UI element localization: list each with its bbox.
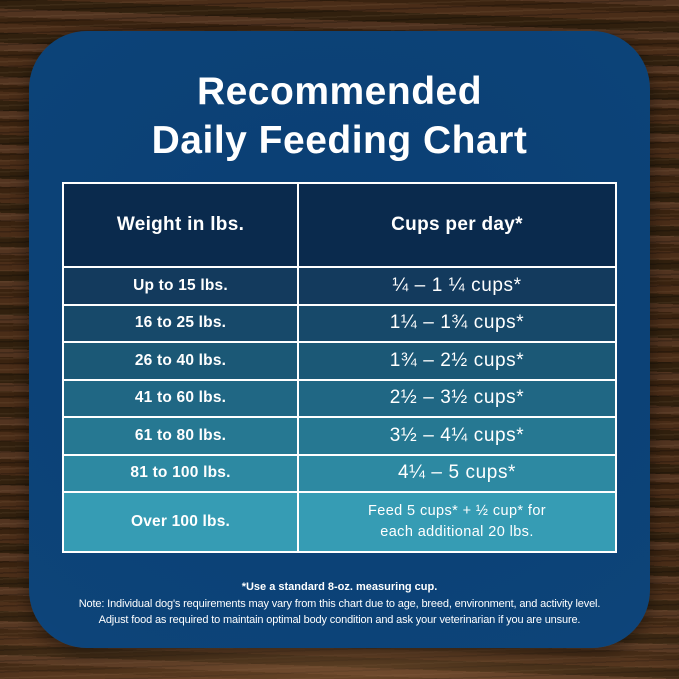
table-row: 41 to 60 lbs. 2½ – 3½ cups* bbox=[64, 378, 615, 417]
cups-value: 1¾ – 2½ cups* bbox=[389, 349, 525, 371]
cups-value: ¼ – 1 ¼ cups* bbox=[392, 274, 522, 296]
weight-value: 61 to 80 lbs. bbox=[134, 426, 227, 444]
table-row: Up to 15 lbs. ¼ – 1 ¼ cups* bbox=[64, 266, 615, 304]
cups-cell: 2½ – 3½ cups* bbox=[297, 380, 615, 416]
cups-value: 2½ – 3½ cups* bbox=[389, 387, 525, 409]
feeding-table: Weight in lbs. Cups per day* Up to 15 lb… bbox=[62, 182, 617, 553]
weight-cell: 41 to 60 lbs. bbox=[64, 381, 297, 417]
cups-value: 3½ – 4¼ cups* bbox=[389, 424, 525, 446]
cups-value-line-1: Feed 5 cups* + ½ cup* for bbox=[367, 503, 547, 519]
disclaimer-line-2: Adjust food as required to maintain opti… bbox=[98, 613, 581, 626]
weight-value: 16 to 25 lbs. bbox=[134, 314, 227, 332]
weight-value: 81 to 100 lbs. bbox=[130, 464, 231, 482]
title-line-2: Daily Feeding Chart bbox=[151, 119, 528, 162]
weight-header-cell: Weight in lbs. bbox=[64, 184, 297, 266]
cups-cell: 1¾ – 2½ cups* bbox=[297, 343, 615, 379]
title-line-1: Recommended bbox=[196, 70, 483, 113]
table-header-row: Weight in lbs. Cups per day* bbox=[64, 184, 615, 266]
cups-cell: Feed 5 cups* + ½ cup* for each additiona… bbox=[297, 493, 615, 551]
weight-header-label: Weight in lbs. bbox=[116, 214, 245, 235]
cups-value: 4¼ – 5 cups* bbox=[397, 462, 517, 484]
weight-cell: Up to 15 lbs. bbox=[64, 268, 297, 304]
cups-cell: 1¼ – 1¾ cups* bbox=[297, 305, 615, 341]
table-row: 16 to 25 lbs. 1¼ – 1¾ cups* bbox=[64, 303, 615, 342]
table-row: 61 to 80 lbs. 3½ – 4¼ cups* bbox=[64, 416, 615, 454]
cups-cell: ¼ – 1 ¼ cups* bbox=[297, 268, 615, 304]
weight-cell: 81 to 100 lbs. bbox=[64, 456, 297, 492]
cups-cell: 4¼ – 5 cups* bbox=[297, 455, 615, 491]
weight-cell: 61 to 80 lbs. bbox=[64, 418, 297, 454]
table-row: 81 to 100 lbs. 4¼ – 5 cups* bbox=[64, 453, 615, 492]
feeding-chart-card: Recommended Daily Feeding Chart Weight i… bbox=[29, 31, 650, 648]
weight-value: 26 to 40 lbs. bbox=[134, 351, 227, 369]
weight-cell: Over 100 lbs. bbox=[64, 493, 297, 551]
cups-header-cell: Cups per day* bbox=[297, 184, 615, 266]
measuring-cup-note: *Use a standard 8-oz. measuring cup. bbox=[241, 581, 438, 593]
weight-value: 41 to 60 lbs. bbox=[134, 389, 227, 407]
weight-value: Over 100 lbs. bbox=[130, 513, 231, 530]
cups-value: 1¼ – 1¾ cups* bbox=[389, 312, 525, 334]
table-row: 26 to 40 lbs. 1¾ – 2½ cups* bbox=[64, 341, 615, 379]
page-title: Recommended Daily Feeding Chart bbox=[29, 31, 650, 165]
weight-cell: 26 to 40 lbs. bbox=[64, 343, 297, 379]
cups-cell: 3½ – 4¼ cups* bbox=[297, 418, 615, 454]
footnotes: *Use a standard 8-oz. measuring cup. Not… bbox=[43, 581, 636, 628]
weight-value: Up to 15 lbs. bbox=[133, 276, 228, 294]
table-row: Over 100 lbs. Feed 5 cups* + ½ cup* for … bbox=[64, 491, 615, 551]
weight-cell: 16 to 25 lbs. bbox=[64, 306, 297, 342]
disclaimer-line-1: Note: Individual dog's requirements may … bbox=[78, 598, 601, 610]
cups-value-line-2: each additional 20 lbs. bbox=[380, 524, 534, 540]
cups-header-label: Cups per day* bbox=[391, 214, 523, 235]
